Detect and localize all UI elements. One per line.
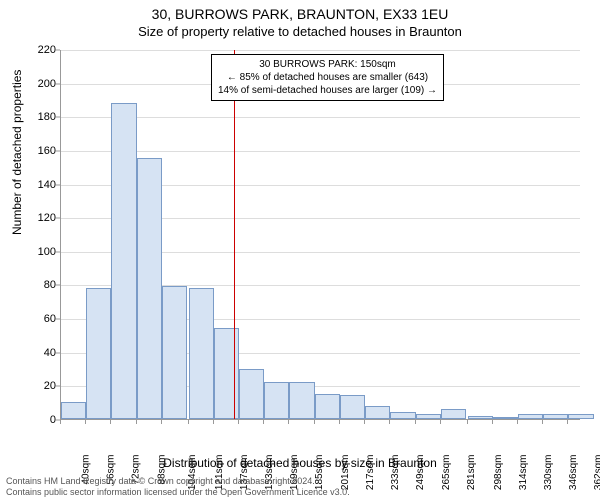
x-tick-mark bbox=[161, 420, 162, 424]
y-tick-label: 80 bbox=[30, 279, 56, 291]
histogram-bar bbox=[416, 414, 441, 419]
title-main: 30, BURROWS PARK, BRAUNTON, EX33 1EU bbox=[0, 6, 600, 22]
callout-line1: 30 BURROWS PARK: 150sqm bbox=[218, 58, 437, 71]
y-tick-mark bbox=[56, 251, 60, 252]
histogram-bar bbox=[340, 395, 365, 419]
y-tick-label: 0 bbox=[30, 414, 56, 426]
histogram-bar bbox=[86, 288, 111, 419]
y-tick-mark bbox=[56, 319, 60, 320]
y-tick-label: 40 bbox=[30, 347, 56, 359]
histogram-bar bbox=[518, 414, 543, 419]
x-tick-mark bbox=[85, 420, 86, 424]
x-tick-mark bbox=[136, 420, 137, 424]
histogram-bar bbox=[264, 382, 289, 419]
x-tick-mark bbox=[492, 420, 493, 424]
x-tick-mark bbox=[213, 420, 214, 424]
y-tick-label: 180 bbox=[30, 111, 56, 123]
y-tick-mark bbox=[56, 83, 60, 84]
y-tick-label: 200 bbox=[30, 78, 56, 90]
x-tick-mark bbox=[60, 420, 61, 424]
y-tick-mark bbox=[56, 386, 60, 387]
x-tick-mark bbox=[517, 420, 518, 424]
plot-box: 30 BURROWS PARK: 150sqm← 85% of detached… bbox=[60, 50, 580, 420]
gridline bbox=[61, 151, 580, 152]
y-tick-label: 120 bbox=[30, 212, 56, 224]
y-tick-mark bbox=[56, 285, 60, 286]
histogram-bar bbox=[441, 409, 466, 419]
chart-container: 30, BURROWS PARK, BRAUNTON, EX33 1EU Siz… bbox=[0, 0, 600, 500]
title-sub: Size of property relative to detached ho… bbox=[0, 24, 600, 39]
y-tick-mark bbox=[56, 352, 60, 353]
y-tick-label: 100 bbox=[30, 246, 56, 258]
plot-area: 30 BURROWS PARK: 150sqm← 85% of detached… bbox=[60, 50, 580, 420]
x-tick-mark bbox=[440, 420, 441, 424]
x-tick-mark bbox=[389, 420, 390, 424]
histogram-bar bbox=[365, 406, 390, 419]
histogram-bar bbox=[468, 416, 493, 419]
histogram-bar bbox=[61, 402, 86, 419]
y-tick-mark bbox=[56, 218, 60, 219]
x-tick-mark bbox=[364, 420, 365, 424]
histogram-bar bbox=[189, 288, 214, 419]
footer-line1: Contains HM Land Registry data © Crown c… bbox=[6, 476, 594, 487]
x-tick-mark bbox=[288, 420, 289, 424]
callout-line2: ← 85% of detached houses are smaller (64… bbox=[218, 71, 437, 84]
x-tick-mark bbox=[567, 420, 568, 424]
histogram-bar bbox=[315, 394, 340, 419]
gridline bbox=[61, 117, 580, 118]
marker-line bbox=[234, 50, 235, 419]
footer-line2: Contains public sector information licen… bbox=[6, 487, 594, 498]
histogram-bar bbox=[111, 103, 136, 419]
histogram-bar bbox=[239, 369, 264, 419]
histogram-bar bbox=[289, 382, 314, 419]
y-axis-label: Number of detached properties bbox=[10, 70, 24, 235]
histogram-bar bbox=[137, 158, 162, 419]
y-tick-label: 20 bbox=[30, 380, 56, 392]
y-tick-label: 60 bbox=[30, 313, 56, 325]
x-tick-mark bbox=[542, 420, 543, 424]
y-tick-label: 140 bbox=[30, 179, 56, 191]
x-tick-mark bbox=[415, 420, 416, 424]
callout-line3: 14% of semi-detached houses are larger (… bbox=[218, 84, 437, 97]
x-tick-mark bbox=[188, 420, 189, 424]
y-tick-mark bbox=[56, 150, 60, 151]
y-tick-mark bbox=[56, 117, 60, 118]
y-tick-label: 220 bbox=[30, 44, 56, 56]
x-tick-mark bbox=[467, 420, 468, 424]
histogram-bar bbox=[162, 286, 187, 419]
y-tick-mark bbox=[56, 184, 60, 185]
x-tick-label: 362sqm bbox=[593, 455, 600, 491]
gridline bbox=[61, 50, 580, 51]
x-tick-mark bbox=[263, 420, 264, 424]
footer: Contains HM Land Registry data © Crown c… bbox=[6, 476, 594, 498]
x-tick-mark bbox=[339, 420, 340, 424]
histogram-bar bbox=[390, 412, 415, 419]
x-tick-mark bbox=[314, 420, 315, 424]
histogram-bar bbox=[543, 414, 568, 419]
y-tick-label: 160 bbox=[30, 145, 56, 157]
histogram-bar bbox=[493, 417, 518, 419]
x-tick-mark bbox=[238, 420, 239, 424]
callout-box: 30 BURROWS PARK: 150sqm← 85% of detached… bbox=[211, 54, 444, 101]
y-tick-mark bbox=[56, 50, 60, 51]
histogram-bar bbox=[568, 414, 593, 419]
x-tick-mark bbox=[110, 420, 111, 424]
